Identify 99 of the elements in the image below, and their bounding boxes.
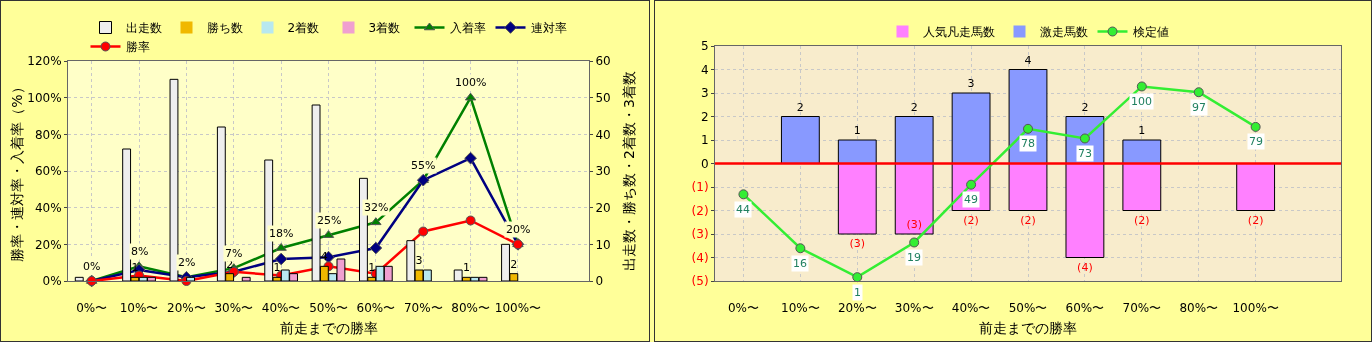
y-tick-label: (1) [691, 180, 709, 195]
data-label: (3) [849, 237, 866, 250]
data-label: 1 [853, 124, 861, 137]
data-label: 97 [1192, 101, 1206, 114]
x-tick-label: 70%〜 [403, 301, 443, 316]
data-label: 7% [225, 247, 243, 260]
data-label: 18% [269, 227, 294, 240]
y-tick-label: 5 [700, 39, 709, 54]
y-tick-label: 60% [34, 164, 62, 179]
data-label: 79 [1249, 135, 1263, 148]
data-label: 78 [1021, 137, 1035, 150]
legend-label: 人気凡走馬数 [922, 25, 995, 40]
data-label: 44 [736, 203, 750, 216]
x-tick-label: 50%〜 [309, 301, 348, 316]
data-label: 1 [273, 261, 281, 275]
x-tick-label: 50%〜 [1008, 301, 1048, 316]
y2-tick-label: 20 [595, 200, 611, 215]
legend-label: 激走馬数 [1039, 25, 1088, 40]
y2-tick-label: 50 [595, 90, 611, 105]
data-label: (4) [1077, 260, 1093, 274]
legend-label: 検定値 [1132, 25, 1169, 40]
data-label: 32% [364, 201, 389, 214]
data-label: 0% [83, 260, 101, 273]
y-axis-title: 勝率・連対率・入着率（%） [9, 80, 26, 262]
data-label: (2) [1020, 213, 1036, 227]
y-tick-label: 80% [34, 127, 62, 142]
y-tick-label: 3 [700, 86, 709, 101]
data-label: (2) [1247, 213, 1264, 227]
y-tick-label: 0 [700, 156, 709, 171]
data-label: 3 [415, 254, 423, 267]
x-tick-label: 100%〜 [494, 301, 542, 316]
y-tick-label: 2 [700, 109, 709, 124]
x-tick-label: 10%〜 [781, 301, 820, 316]
x-tick-label: 60%〜 [356, 301, 396, 316]
data-label: 100 [1131, 95, 1152, 108]
data-label: 25% [317, 214, 342, 227]
data-label: 2 [1081, 100, 1089, 114]
x-axis-title: 前走までの勝率 [279, 320, 378, 336]
data-label: 19 [907, 251, 921, 264]
data-label: 2 [910, 100, 918, 114]
x-tick-label: 20%〜 [837, 301, 877, 316]
x-tick-label: 100%〜 [1232, 301, 1279, 316]
y-tick-label: (3) [691, 227, 709, 242]
x-tick-label: 0%〜 [727, 301, 759, 316]
x-tick-label: 60%〜 [1065, 301, 1105, 316]
legend-label: 3着数 [368, 21, 401, 36]
data-label: 1 [131, 261, 139, 275]
x-tick-label: 30%〜 [894, 301, 934, 316]
y2-tick-label: 60 [595, 54, 611, 69]
y2-tick-label: 30 [595, 164, 611, 179]
data-label: 20% [506, 223, 531, 236]
x-tick-label: 80%〜 [451, 301, 490, 316]
data-label: 1 [462, 261, 470, 275]
x-tick-label: 40%〜 [261, 301, 301, 316]
data-label: 8% [131, 245, 149, 258]
legend-label: 連対率 [530, 21, 567, 36]
y-tick-label: (5) [691, 274, 709, 289]
y-tick-label: (4) [691, 250, 709, 265]
legend-label: 勝ち数 [206, 21, 243, 36]
x-tick-label: 70%〜 [1122, 301, 1162, 316]
legend-label: 出走数 [125, 21, 162, 36]
x-tick-label: 30%〜 [214, 301, 254, 316]
data-label: 49 [964, 193, 978, 206]
x-tick-label: 0%〜 [76, 301, 108, 316]
y-tick-label: 1 [700, 133, 709, 148]
data-label: 1 [854, 286, 861, 299]
data-label: 2 [796, 100, 804, 114]
legend-label: 2着数 [287, 21, 320, 36]
data-label: (2) [1134, 213, 1150, 227]
data-label: 1 [1138, 124, 1146, 137]
y-tick-label: 20% [34, 237, 62, 252]
data-label: 2 [510, 257, 518, 271]
y-tick-label: (2) [691, 203, 709, 218]
data-label: (2) [963, 213, 979, 227]
data-label: 100% [455, 76, 487, 89]
y-tick-label: 0% [42, 274, 62, 289]
x-tick-label: 40%〜 [951, 301, 991, 316]
data-label: 55% [411, 159, 436, 172]
legend-label: 勝率 [125, 40, 150, 55]
y-tick-label: 100% [27, 90, 62, 105]
y-tick-label: 4 [700, 62, 709, 77]
data-label: 1 [368, 261, 376, 275]
y2-tick-label: 0 [595, 274, 604, 289]
data-label: (3) [906, 218, 922, 231]
data-label: 3 [967, 77, 975, 90]
y2-tick-label: 40 [595, 127, 611, 142]
x-axis-title: 前走までの勝率 [979, 320, 1077, 336]
y-tick-label: 40% [34, 200, 62, 215]
data-label: 2% [178, 256, 196, 269]
x-tick-label: 80%〜 [1179, 301, 1219, 316]
x-tick-label: 20%〜 [167, 301, 206, 316]
y-tick-label: 120% [27, 54, 62, 69]
data-label: 4 [1024, 53, 1032, 67]
data-label: 73 [1078, 147, 1092, 160]
data-label: 16 [793, 257, 807, 270]
x-tick-label: 10%〜 [119, 301, 159, 316]
y2-tick-label: 10 [595, 237, 611, 252]
legend-label: 入着率 [449, 21, 486, 36]
y2-axis-title: 出走数・勝ち数・2着数・3着数 [621, 71, 637, 271]
